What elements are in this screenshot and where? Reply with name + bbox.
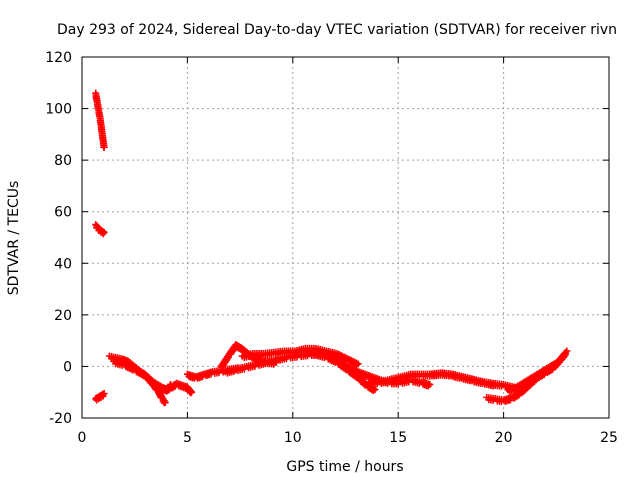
data-point xyxy=(100,143,108,151)
x-tick-label: 5 xyxy=(183,430,192,446)
y-tick-label: 120 xyxy=(45,50,72,66)
y-tick-label: 80 xyxy=(54,153,72,169)
data-point xyxy=(99,230,107,238)
x-tick-label: 10 xyxy=(284,430,302,446)
y-tick-label: 20 xyxy=(54,308,72,324)
x-axis-label: GPS time / hours xyxy=(286,459,403,475)
data-point xyxy=(230,346,238,354)
data-point xyxy=(559,353,567,361)
data-point xyxy=(161,399,169,407)
x-tick-labels: 0 5 10 15 20 25 xyxy=(78,430,618,446)
y-tick-label: 100 xyxy=(45,102,72,118)
y-tick-labels: -20 0 20 40 60 80 100 120 xyxy=(45,50,72,427)
chart-title: Day 293 of 2024, Sidereal Day-to-day VTE… xyxy=(57,22,617,38)
y-axis-label: SDTVAR / TECUs xyxy=(6,181,22,296)
data-point xyxy=(561,350,569,358)
x-tick-label: 0 xyxy=(78,430,87,446)
data-point xyxy=(522,385,530,393)
plot-frame xyxy=(81,56,610,419)
x-tick-label: 15 xyxy=(389,430,407,446)
y-tick-label: 0 xyxy=(63,359,72,375)
data-points xyxy=(92,89,571,407)
y-tick-label: -20 xyxy=(49,411,72,427)
y-tick-label: 40 xyxy=(54,256,72,272)
data-point xyxy=(100,228,108,236)
data-point xyxy=(354,360,362,368)
data-point xyxy=(100,390,108,398)
tick-marks xyxy=(81,56,610,419)
x-tick-label: 25 xyxy=(600,430,618,446)
data-point xyxy=(426,380,434,388)
x-tick-label: 20 xyxy=(495,430,513,446)
y-tick-label: 60 xyxy=(54,205,72,221)
data-point xyxy=(188,388,196,396)
